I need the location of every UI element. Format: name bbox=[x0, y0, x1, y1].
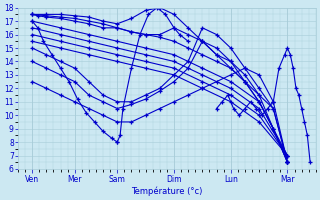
X-axis label: Température (°c): Température (°c) bbox=[131, 186, 203, 196]
